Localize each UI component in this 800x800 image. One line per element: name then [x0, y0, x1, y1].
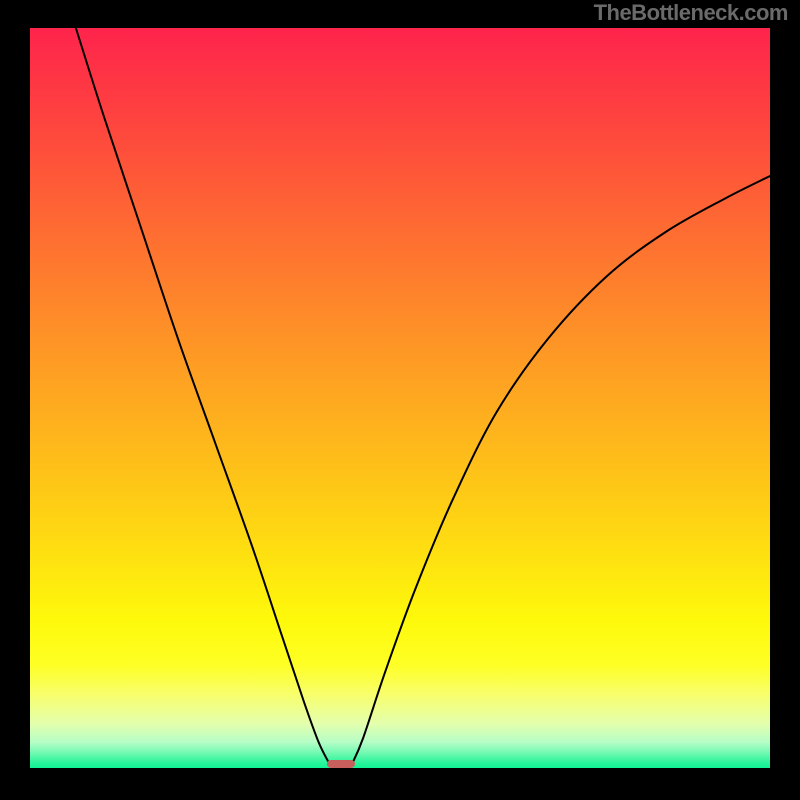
watermark-text: TheBottleneck.com — [594, 0, 788, 26]
bottleneck-marker — [327, 760, 355, 768]
curves-layer — [30, 28, 770, 768]
plot-area — [30, 28, 770, 768]
right-curve — [352, 176, 770, 764]
left-curve — [76, 28, 330, 764]
